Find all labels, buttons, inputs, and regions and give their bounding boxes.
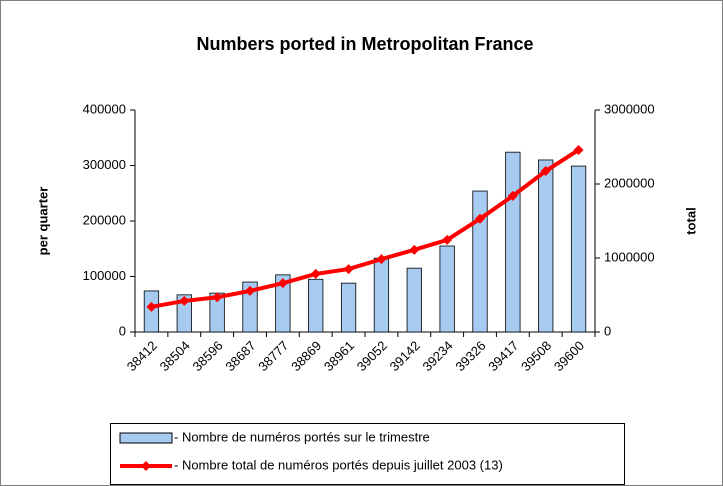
line <box>151 148 580 309</box>
legend-box <box>110 423 625 485</box>
line-marker <box>146 301 157 312</box>
bar <box>340 282 357 333</box>
line-marker <box>245 285 255 296</box>
legend-label: - Nombre de numéros portés sur le trimes… <box>174 429 430 444</box>
y-tick-label: 300000 <box>83 157 126 172</box>
line-marker <box>212 292 223 303</box>
line-marker <box>277 278 288 289</box>
line-marker <box>343 264 354 275</box>
y2-tick-label: 1000000 <box>604 249 655 264</box>
y-tick-label: 0 <box>119 323 126 338</box>
y2-tick-label: 3000000 <box>604 101 655 116</box>
line-marker <box>409 244 420 255</box>
bar <box>406 267 422 333</box>
line-marker <box>179 295 190 306</box>
y2-tick-label: 0 <box>604 323 611 338</box>
y2-axis-title: total <box>683 207 698 234</box>
y-tick-label: 200000 <box>83 212 126 227</box>
bar <box>538 159 554 333</box>
line-marker <box>540 166 551 177</box>
legend-marker <box>141 461 151 471</box>
bar <box>472 190 488 333</box>
bar <box>176 294 192 333</box>
line-marker <box>573 144 584 155</box>
y2-tick-label: 2000000 <box>604 175 655 190</box>
legend-swatch <box>119 432 173 444</box>
y-tick-label: 400000 <box>83 101 126 116</box>
y-tick-label: 100000 <box>83 268 126 283</box>
line-marker <box>376 254 387 265</box>
line-marker <box>475 213 485 224</box>
line-marker <box>442 234 453 245</box>
bar <box>570 165 587 333</box>
line-marker <box>310 268 321 279</box>
bar <box>373 257 390 333</box>
bar <box>275 274 291 333</box>
chart-title: Numbers ported in Metropolitan France <box>196 34 533 54</box>
line-marker <box>507 190 518 201</box>
bar <box>505 151 521 333</box>
bar <box>439 245 455 333</box>
y-axis-title: per quarter <box>35 187 50 256</box>
legend-label: - Nombre total de numéros portés depuis … <box>174 457 503 472</box>
bar <box>308 278 324 333</box>
bar <box>242 281 258 333</box>
